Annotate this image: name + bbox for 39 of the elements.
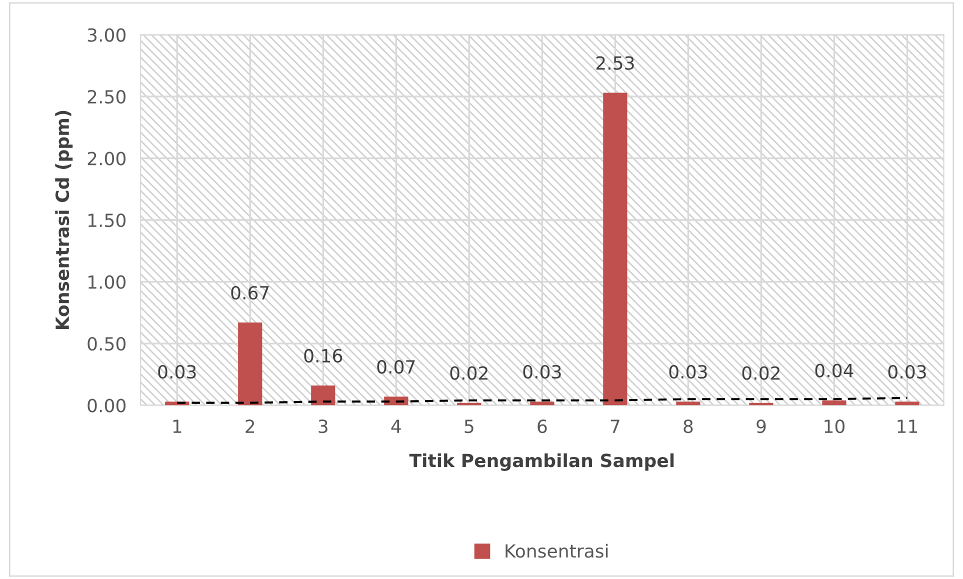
- x-tick-label: 2: [246, 420, 254, 433]
- data-label: 0.67: [231, 286, 269, 300]
- data-label: 0.02: [450, 366, 488, 380]
- text: 3.00: [88, 28, 126, 42]
- bar: [822, 400, 846, 406]
- data-label: 0.07: [377, 360, 415, 374]
- x-axis-title: Titik Pengambilan Sampel: [409, 453, 674, 471]
- text: 1.50: [88, 213, 126, 228]
- x-tick-label: 8: [684, 420, 693, 434]
- legend-label: Konsentrasi: [506, 544, 608, 558]
- data-label: 0.03: [888, 364, 926, 379]
- bar: [895, 402, 920, 406]
- text: 1.00: [88, 275, 126, 289]
- bar: [530, 402, 554, 406]
- text: 0.50: [88, 337, 126, 351]
- x-tick-label: 11: [898, 420, 918, 433]
- x-tick-label: 4: [391, 420, 401, 433]
- x-tick-label: 1: [173, 420, 182, 433]
- bar: [311, 386, 336, 406]
- x-tick-label: 9: [756, 420, 766, 434]
- text: 2.50: [88, 90, 126, 104]
- x-tick-label: 3: [318, 420, 328, 434]
- x-tick-label: 6: [538, 420, 547, 434]
- y-axis-title: Konsentrasi Cd (ppm): [55, 110, 73, 330]
- x-tick-label: 10: [824, 420, 845, 434]
- data-label: 2.53: [596, 56, 634, 70]
- text: 0.00: [88, 398, 126, 412]
- data-label: 0.03: [158, 364, 196, 379]
- bar: [676, 402, 700, 406]
- data-label: 0.04: [815, 364, 854, 378]
- x-tick-label: 7: [610, 420, 620, 433]
- data-label: 0.16: [304, 348, 342, 363]
- text: 2.00: [88, 152, 126, 166]
- bar: [603, 92, 628, 406]
- x-tick-label: 5: [464, 420, 474, 434]
- data-label: 0.03: [669, 364, 707, 379]
- bar: [238, 322, 262, 406]
- data-label: 0.02: [742, 366, 780, 380]
- data-label: 0.03: [523, 364, 561, 379]
